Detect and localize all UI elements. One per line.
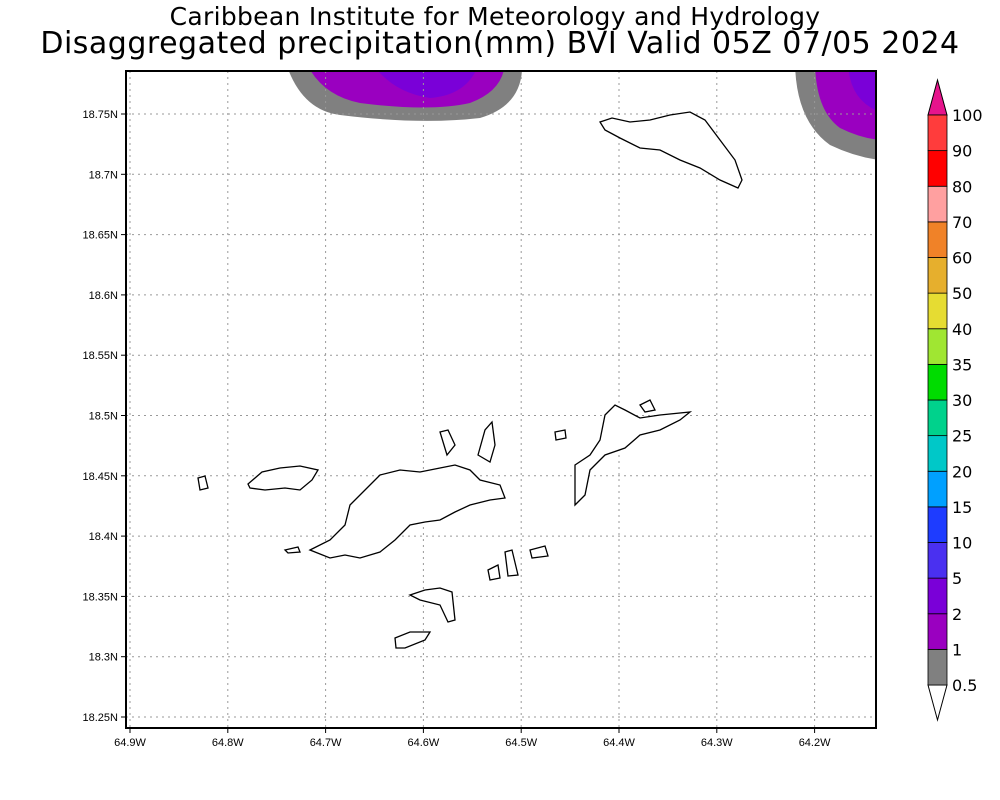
- colorbar-segment: [927, 470, 948, 508]
- colorbar-segment: [927, 613, 948, 650]
- lon-tick-label: 64.5W: [505, 737, 537, 749]
- lon-tick-label: 64.7W: [310, 737, 342, 749]
- lon-tick-label: 64.8W: [212, 737, 244, 749]
- colorbar-label: 35: [952, 355, 972, 374]
- colorbar-over-arrow: [927, 78, 948, 116]
- lat-tick-label: 18.75N: [83, 109, 119, 121]
- lat-tick-label: 18.3N: [89, 652, 118, 664]
- colorbar-segment: [927, 114, 948, 152]
- lat-tick-label: 18.45N: [83, 471, 119, 483]
- island-cooper: [487, 564, 501, 581]
- lon-tick-label: 64.3W: [701, 737, 733, 749]
- title-institution: Caribbean Institute for Meteorology and …: [169, 2, 821, 31]
- longitude-axis: 64.9W 64.8W 64.7W 64.6W 64.5W 64.4W 64.3W 64.2W: [114, 728, 831, 749]
- colorbar-label: 30: [952, 391, 972, 410]
- island-guana: [439, 429, 456, 457]
- lat-tick-label: 18.7N: [89, 169, 118, 181]
- colorbar-label: 90: [952, 142, 972, 161]
- lat-tick-label: 18.6N: [89, 290, 118, 302]
- lat-tick-label: 18.35N: [83, 591, 119, 603]
- lon-tick-label: 64.2W: [799, 737, 831, 749]
- colorbar-label: 1: [952, 640, 962, 659]
- colorbar-segment: [927, 542, 948, 579]
- island-islet: [639, 399, 656, 413]
- lat-tick-label: 18.5N: [89, 411, 118, 423]
- colorbar-label: 60: [952, 249, 972, 268]
- colorbar-segment: [927, 577, 948, 615]
- colorbar-segment: [927, 292, 948, 330]
- colorbar-label: 2: [952, 605, 962, 624]
- colorbar-label: 10: [952, 534, 972, 553]
- island-great-camanoe: [477, 420, 496, 463]
- colorbar-segment: [927, 221, 948, 258]
- title-product: Disaggregated precipitation(mm) BVI Vali…: [40, 26, 960, 61]
- island-small-east: [283, 546, 301, 554]
- lat-tick-label: 18.25N: [83, 712, 119, 724]
- colorbar-segment: [927, 257, 948, 294]
- island-small-west: [197, 475, 209, 491]
- colorbar-label: 15: [952, 498, 972, 517]
- colorbar-segment: [927, 399, 948, 437]
- lon-tick-label: 64.9W: [114, 737, 146, 749]
- colorbar-label: 25: [952, 427, 972, 446]
- latitude-axis: 18.75N 18.7N 18.65N 18.6N 18.55N 18.5N 18.45N 1…: [83, 109, 126, 724]
- colorbar-label: 20: [952, 462, 972, 481]
- colorbar-segment: [927, 185, 948, 223]
- colorbar-label: 5: [952, 569, 962, 588]
- lat-tick-label: 18.55N: [83, 350, 119, 362]
- island-islet: [554, 429, 567, 441]
- grid-lines: [126, 71, 876, 728]
- colorbar-segment: [927, 150, 948, 187]
- island-peter: [394, 631, 432, 649]
- colorbar-label: 100: [952, 106, 983, 125]
- colorbar-label: 50: [952, 284, 972, 303]
- island-salt: [504, 549, 519, 577]
- island-virgin-gorda: [574, 404, 693, 507]
- map-frame: [125, 70, 877, 729]
- lat-tick-label: 18.4N: [89, 531, 118, 543]
- colorbar-label: 40: [952, 320, 972, 339]
- colorbar-label: 70: [952, 213, 972, 232]
- colorbar-segment: [927, 363, 948, 401]
- colorbar-label: 0.5: [952, 676, 977, 695]
- island-jost-van-dyke: [247, 465, 320, 491]
- island-anegada: [599, 111, 743, 189]
- colorbar-segment: [927, 648, 948, 686]
- islands: [197, 111, 743, 649]
- lat-tick-label: 18.65N: [83, 230, 119, 242]
- lon-tick-label: 64.4W: [603, 737, 635, 749]
- island-ginger: [529, 545, 549, 559]
- colorbar-segment: [927, 435, 948, 472]
- precip-fields: [288, 71, 876, 160]
- lon-tick-label: 64.6W: [408, 737, 440, 749]
- colorbar-label: 80: [952, 177, 972, 196]
- colorbar-segment: [927, 328, 948, 365]
- island-tortola: [308, 464, 506, 559]
- colorbar-segment: [927, 506, 948, 543]
- island-norman: [408, 587, 456, 623]
- colorbar-under-arrow: [927, 684, 948, 722]
